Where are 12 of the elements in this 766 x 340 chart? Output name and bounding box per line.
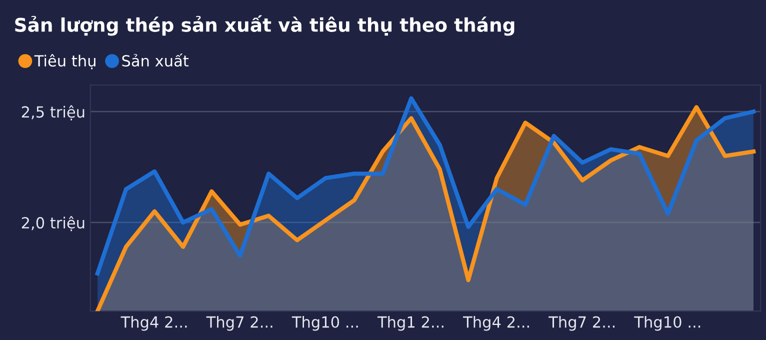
- x-tick-label: Thg7 2...: [548, 316, 615, 331]
- x-tick-label: Thg10 ...: [292, 316, 358, 331]
- legend-label: Sản xuất: [122, 53, 189, 67]
- y-tick-label: 2,0 triệu: [22, 216, 84, 232]
- x-tick-label: Thg1 2...: [377, 316, 444, 331]
- x-tick-label: Thg10 ...: [634, 316, 700, 331]
- x-tick-label: Thg4 2...: [120, 316, 187, 331]
- x-tick-label: Thg4 2...: [462, 316, 529, 331]
- chart-title: Sản lượng thép sản xuất và tiêu thụ theo tháng: [15, 15, 514, 36]
- y-tick-label: 2,5 triệu: [22, 105, 84, 120]
- x-tick-label: Thg7 2...: [206, 316, 272, 331]
- legend-label: Tiêu thụ: [34, 54, 96, 70]
